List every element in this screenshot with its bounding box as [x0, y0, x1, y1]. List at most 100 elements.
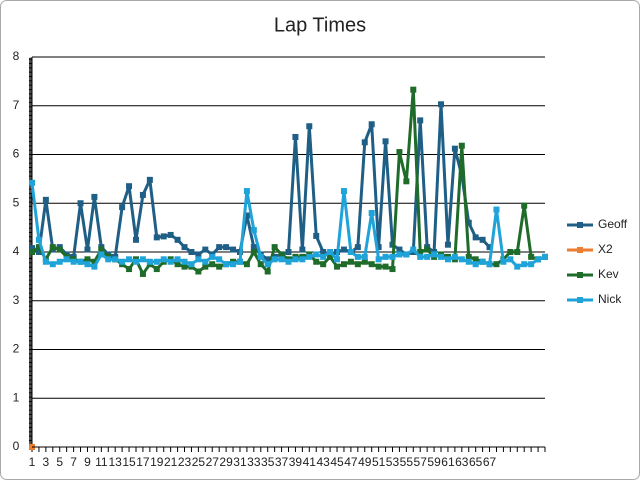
data-point — [354, 244, 361, 251]
data-point — [230, 261, 237, 268]
data-point — [410, 246, 417, 253]
data-point — [236, 258, 243, 265]
data-point — [167, 258, 174, 265]
x-tick-label: 61 — [441, 455, 455, 469]
x-tick-label: 7 — [70, 455, 77, 469]
data-point — [361, 139, 368, 146]
data-point — [451, 253, 458, 260]
data-point — [84, 256, 91, 263]
data-point — [424, 246, 431, 253]
data-point — [396, 149, 403, 156]
data-point — [535, 256, 542, 263]
data-point — [243, 188, 250, 195]
legend-label: X2 — [598, 242, 613, 256]
data-point — [63, 256, 70, 263]
chart-title: Lap Times — [274, 14, 366, 36]
data-point — [438, 253, 445, 260]
data-point — [29, 249, 35, 255]
data-point — [368, 261, 375, 268]
data-point — [153, 266, 160, 273]
data-point — [188, 261, 195, 268]
data-point — [250, 249, 257, 255]
data-point — [202, 258, 209, 265]
data-point — [139, 256, 146, 263]
x-tick-label: 45 — [330, 455, 344, 469]
data-point — [521, 261, 528, 268]
x-tick-label: 33 — [247, 455, 261, 469]
data-point — [361, 258, 368, 265]
x-tick-label: 9 — [84, 455, 91, 469]
data-point — [56, 246, 63, 253]
data-point — [209, 253, 216, 260]
x-tick-label: 51 — [372, 455, 386, 469]
data-point — [417, 117, 424, 124]
data-point — [216, 263, 223, 270]
data-point — [361, 253, 368, 260]
data-point — [521, 202, 528, 209]
data-point — [77, 258, 84, 265]
data-point — [160, 256, 167, 263]
data-point — [528, 253, 535, 260]
data-point — [417, 249, 424, 255]
data-point — [465, 253, 472, 260]
data-point — [431, 251, 438, 258]
data-point — [35, 236, 42, 243]
data-point — [320, 253, 327, 260]
data-point — [313, 251, 320, 258]
data-point — [195, 268, 202, 275]
data-point — [126, 266, 133, 273]
data-point — [389, 266, 396, 273]
data-point — [119, 204, 126, 211]
data-point — [465, 219, 472, 226]
data-point — [209, 261, 216, 268]
data-point — [126, 256, 133, 263]
data-point — [105, 256, 112, 263]
data-point — [49, 261, 56, 268]
data-point — [458, 256, 465, 263]
data-point — [98, 246, 105, 253]
data-point — [223, 261, 230, 268]
x-tick-label: 43 — [316, 455, 330, 469]
data-point — [327, 253, 334, 260]
x-tick-label: 27 — [206, 455, 220, 469]
x-tick-label: 19 — [150, 455, 164, 469]
data-point — [174, 236, 181, 243]
data-point — [299, 246, 306, 253]
data-point — [29, 245, 35, 252]
x-tick-label: 59 — [427, 455, 441, 469]
data-point — [389, 253, 396, 260]
legend-label: Kev — [598, 267, 619, 281]
data-point — [195, 251, 202, 258]
data-point — [202, 246, 209, 253]
x-tick-label: 29 — [219, 455, 233, 469]
x-tick-label: 15 — [122, 455, 136, 469]
data-point — [132, 236, 139, 243]
data-point — [264, 261, 271, 268]
data-point — [320, 261, 327, 268]
data-point — [278, 256, 285, 263]
data-point — [472, 256, 479, 263]
data-point — [195, 256, 202, 263]
data-point — [354, 253, 361, 260]
x-tick-label: 35 — [261, 455, 275, 469]
x-tick-label: 17 — [136, 455, 150, 469]
x-tick-label: 55 — [400, 455, 414, 469]
x-tick-label: 11 — [95, 455, 108, 469]
data-point — [368, 121, 375, 128]
data-point — [493, 206, 500, 213]
data-point — [507, 249, 514, 255]
y-tick-label: 1 — [13, 390, 20, 404]
data-point — [375, 244, 382, 251]
data-point — [292, 133, 299, 140]
y-tick-label: 5 — [13, 195, 20, 209]
data-point — [514, 263, 521, 270]
data-point — [493, 261, 500, 268]
data-point — [479, 236, 486, 243]
data-point — [417, 253, 424, 260]
data-point — [243, 212, 250, 219]
data-point — [340, 246, 347, 253]
data-point — [424, 253, 431, 260]
